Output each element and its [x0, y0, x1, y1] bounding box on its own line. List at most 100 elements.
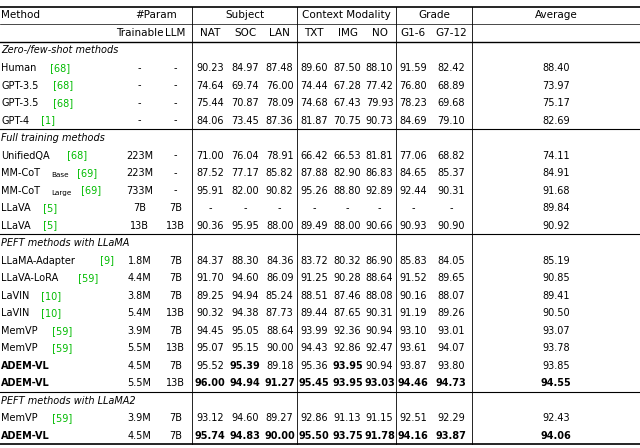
Text: 91.70: 91.70 [196, 273, 224, 283]
Text: 93.85: 93.85 [542, 361, 570, 370]
Text: 74.11: 74.11 [542, 151, 570, 160]
Text: 3.9M: 3.9M [127, 326, 152, 336]
Text: 70.87: 70.87 [231, 98, 259, 108]
Text: 89.49: 89.49 [301, 220, 328, 231]
Text: 96.00: 96.00 [195, 378, 225, 388]
Text: 66.53: 66.53 [333, 151, 362, 160]
Text: 86.90: 86.90 [366, 255, 393, 266]
Text: 93.95: 93.95 [332, 361, 363, 370]
Text: 90.93: 90.93 [399, 220, 426, 231]
Text: 84.69: 84.69 [399, 116, 426, 125]
Text: GPT-3.5: GPT-3.5 [1, 81, 38, 90]
Text: 95.95: 95.95 [231, 220, 259, 231]
Text: 94.07: 94.07 [437, 343, 465, 353]
Text: 88.40: 88.40 [543, 63, 570, 73]
Text: 88.64: 88.64 [366, 273, 393, 283]
Text: 93.01: 93.01 [438, 326, 465, 336]
Text: 87.48: 87.48 [266, 63, 294, 73]
Text: Large: Large [52, 190, 72, 196]
Text: 83.72: 83.72 [300, 255, 328, 266]
Text: 94.16: 94.16 [397, 431, 428, 441]
Text: 80.32: 80.32 [333, 255, 362, 266]
Text: 70.75: 70.75 [333, 116, 362, 125]
Text: PEFT methods with LLaMA: PEFT methods with LLaMA [1, 238, 130, 248]
Text: 81.81: 81.81 [366, 151, 393, 160]
Text: Trainable: Trainable [116, 28, 163, 38]
Text: 66.42: 66.42 [300, 151, 328, 160]
Text: UnifiedQA: UnifiedQA [1, 151, 50, 160]
Text: 84.91: 84.91 [543, 168, 570, 178]
Text: [1]: [1] [38, 116, 54, 125]
Text: 91.15: 91.15 [365, 413, 394, 423]
Text: ADEM-VL: ADEM-VL [1, 378, 50, 388]
Text: [68]: [68] [47, 63, 70, 73]
Text: Base: Base [52, 172, 69, 178]
Text: 82.00: 82.00 [231, 185, 259, 196]
Text: 94.60: 94.60 [232, 413, 259, 423]
Text: 93.10: 93.10 [399, 326, 426, 336]
Text: ADEM-VL: ADEM-VL [1, 431, 50, 441]
Text: 7B: 7B [169, 291, 182, 301]
Text: -: - [138, 98, 141, 108]
Text: 86.09: 86.09 [266, 273, 293, 283]
Text: -: - [208, 203, 212, 213]
Text: 85.19: 85.19 [542, 255, 570, 266]
Text: 76.00: 76.00 [266, 81, 294, 90]
Text: LAN: LAN [269, 28, 290, 38]
Text: 91.52: 91.52 [399, 273, 427, 283]
Text: ADEM-VL: ADEM-VL [1, 361, 50, 370]
Text: 7B: 7B [169, 273, 182, 283]
Text: 79.10: 79.10 [437, 116, 465, 125]
Text: 89.41: 89.41 [543, 291, 570, 301]
Text: TXT: TXT [305, 28, 324, 38]
Text: 4.4M: 4.4M [127, 273, 152, 283]
Text: 88.00: 88.00 [266, 220, 293, 231]
Text: 91.25: 91.25 [300, 273, 328, 283]
Text: -: - [449, 203, 453, 213]
Text: 82.90: 82.90 [333, 168, 362, 178]
Text: 77.06: 77.06 [399, 151, 427, 160]
Text: 67.28: 67.28 [333, 81, 362, 90]
Text: 94.55: 94.55 [541, 378, 572, 388]
Text: 94.06: 94.06 [541, 431, 572, 441]
Text: 78.91: 78.91 [266, 151, 294, 160]
Text: 88.10: 88.10 [366, 63, 393, 73]
Text: 93.03: 93.03 [364, 378, 395, 388]
Text: 90.66: 90.66 [366, 220, 393, 231]
Text: 91.68: 91.68 [543, 185, 570, 196]
Text: -: - [173, 151, 177, 160]
Text: 89.27: 89.27 [266, 413, 294, 423]
Text: 90.90: 90.90 [438, 220, 465, 231]
Text: 82.69: 82.69 [542, 116, 570, 125]
Text: Context Modality: Context Modality [302, 10, 390, 21]
Text: 85.24: 85.24 [266, 291, 294, 301]
Text: 84.37: 84.37 [196, 255, 224, 266]
Text: 7B: 7B [169, 431, 182, 441]
Text: NAT: NAT [200, 28, 220, 38]
Text: 69.74: 69.74 [231, 81, 259, 90]
Text: G7-12: G7-12 [435, 28, 467, 38]
Text: 5.4M: 5.4M [127, 308, 152, 318]
Text: [68]: [68] [64, 151, 87, 160]
Text: -: - [138, 63, 141, 73]
Text: 92.51: 92.51 [399, 413, 427, 423]
Text: 75.44: 75.44 [196, 98, 224, 108]
Text: [5]: [5] [40, 220, 56, 231]
Text: 84.05: 84.05 [437, 255, 465, 266]
Text: 733M: 733M [126, 185, 153, 196]
Text: 76.80: 76.80 [399, 81, 427, 90]
Text: 94.46: 94.46 [397, 378, 428, 388]
Text: 90.94: 90.94 [366, 326, 393, 336]
Text: 87.50: 87.50 [333, 63, 362, 73]
Text: 87.88: 87.88 [300, 168, 328, 178]
Text: 73.45: 73.45 [231, 116, 259, 125]
Text: -: - [173, 81, 177, 90]
Text: Method: Method [1, 10, 40, 21]
Text: 90.36: 90.36 [196, 220, 223, 231]
Text: 89.26: 89.26 [437, 308, 465, 318]
Text: 7B: 7B [169, 326, 182, 336]
Text: 90.82: 90.82 [266, 185, 294, 196]
Text: 67.43: 67.43 [333, 98, 362, 108]
Text: MemVP: MemVP [1, 326, 38, 336]
Text: 78.23: 78.23 [399, 98, 427, 108]
